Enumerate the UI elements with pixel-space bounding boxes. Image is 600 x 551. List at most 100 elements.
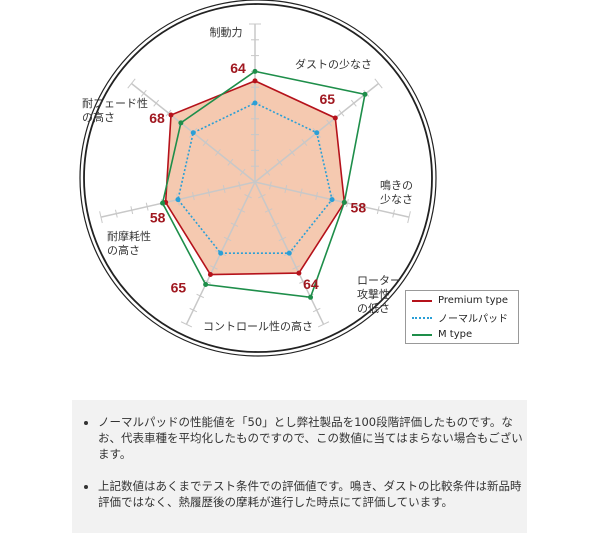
- axis-tick: [207, 188, 211, 197]
- data-point: [252, 68, 258, 74]
- data-point: [296, 270, 302, 276]
- axis-tick: [223, 236, 232, 242]
- axis-tick: [317, 321, 330, 328]
- data-point: [160, 200, 166, 206]
- axis-tick: [392, 209, 396, 218]
- axis-tick: [180, 321, 193, 328]
- axis-tick: [202, 139, 209, 147]
- value-label: 64: [230, 60, 246, 76]
- axis-label: 攻撃性: [357, 287, 390, 301]
- data-point: [314, 130, 320, 136]
- data-point: [207, 272, 213, 278]
- notes-box: ノーマルパッドの性能値を「50」とし弊社製品を100段階評価したものです。なお、…: [72, 400, 527, 533]
- axis-label: ダストの少なさ: [295, 57, 372, 71]
- value-label: 65: [171, 280, 187, 296]
- axis-tick: [140, 89, 147, 97]
- axis-tick: [264, 168, 271, 176]
- axis-label: 少なさ: [380, 193, 413, 206]
- axis-tick: [264, 208, 273, 213]
- axis-tick: [239, 168, 246, 176]
- value-label: 65: [320, 91, 336, 107]
- axis-tick: [315, 192, 318, 201]
- legend-item-normal: ノーマルパッド: [406, 310, 518, 325]
- axis-tick: [278, 236, 287, 242]
- axis-tick: [114, 209, 118, 218]
- data-point: [252, 100, 258, 106]
- legend-item-mtype: M type: [406, 327, 518, 342]
- axis-tick: [407, 211, 411, 224]
- outer-ring: [79, 0, 437, 357]
- axis-tick: [244, 194, 252, 199]
- note-item: 上記数値はあくまでテスト条件での評価値です。鳴き、ダストの比較条件は新品時評価で…: [98, 478, 527, 510]
- axis-tick: [227, 158, 234, 166]
- axis-tick: [271, 222, 280, 227]
- axis-tick: [99, 211, 103, 224]
- legend-label: ノーマルパッド: [438, 314, 508, 325]
- data-point: [286, 250, 292, 256]
- axis-tick: [215, 149, 221, 156]
- value-label: 58: [150, 209, 166, 225]
- legend-item-premium: Premium type: [406, 293, 518, 308]
- note-item: ノーマルパッドの性能値を「50」とし弊社製品を100段階評価したものです。なお、…: [98, 414, 527, 462]
- axis-tick: [130, 206, 134, 215]
- value-label: 64: [303, 276, 319, 292]
- data-point: [178, 120, 184, 126]
- series-line-2: [161, 70, 366, 299]
- data-point: [332, 115, 338, 121]
- axis-tick: [196, 293, 204, 299]
- axis-tick: [153, 99, 160, 107]
- legend-label: Premium type: [438, 295, 509, 306]
- axis-tick: [374, 78, 383, 89]
- axis-tick: [127, 78, 136, 89]
- axis-label: 耐摩耗性: [107, 229, 151, 243]
- legend-label: M type: [438, 329, 473, 340]
- axis-tick: [238, 181, 241, 190]
- data-point: [362, 91, 368, 97]
- data-point: [252, 78, 258, 84]
- axis-tick: [326, 119, 333, 127]
- radar-chart: 64 65 58 64 65 58 68 制動力ダストの少なさ鳴きの少なさローター攻撃性の低さ…: [79, 0, 437, 357]
- axis-tick: [258, 194, 266, 199]
- axis-tick: [203, 279, 211, 284]
- axis-tick: [145, 202, 149, 211]
- axis-label: ローター: [357, 274, 401, 287]
- axis-tick: [284, 185, 288, 194]
- legend: Premium type ノーマルパッド M type: [405, 290, 519, 344]
- axis-tick: [222, 185, 226, 194]
- axis-tick: [299, 279, 307, 284]
- axis-label: コントロール性の高さ: [203, 319, 313, 333]
- axis-tick: [165, 109, 172, 117]
- data-point: [308, 294, 314, 300]
- axis-tick: [346, 199, 349, 208]
- series-line-0: [164, 80, 346, 276]
- axis-tick: [312, 307, 321, 313]
- axis-tick: [292, 265, 300, 270]
- axis-tick: [237, 208, 246, 213]
- value-label: 68: [149, 110, 165, 126]
- axis-tick: [299, 188, 303, 197]
- axis-tick: [289, 149, 295, 156]
- axis-label: の低さ: [357, 302, 390, 315]
- data-point: [341, 199, 347, 205]
- axis-tick: [269, 181, 272, 190]
- axis-tick: [210, 265, 218, 270]
- axis-label: の高さ: [107, 243, 140, 257]
- data-point: [329, 197, 335, 203]
- data-point: [218, 250, 224, 256]
- value-label: 58: [351, 199, 367, 215]
- axis-tick: [338, 109, 345, 117]
- axis-tick: [301, 139, 308, 147]
- axis-tick: [192, 192, 195, 201]
- axis-label: 制動力: [210, 25, 243, 39]
- axis-label: の高さ: [82, 110, 115, 124]
- axis-tick: [350, 99, 357, 107]
- data-point: [175, 197, 181, 203]
- axis-label: 鳴きの: [380, 178, 413, 192]
- axis-tick: [361, 202, 365, 211]
- inner-ring: [83, 3, 433, 353]
- axis-tick: [276, 158, 283, 166]
- axis-tick: [376, 206, 380, 215]
- axis-tick: [230, 222, 239, 227]
- data-point: [190, 130, 196, 136]
- data-point: [203, 281, 209, 287]
